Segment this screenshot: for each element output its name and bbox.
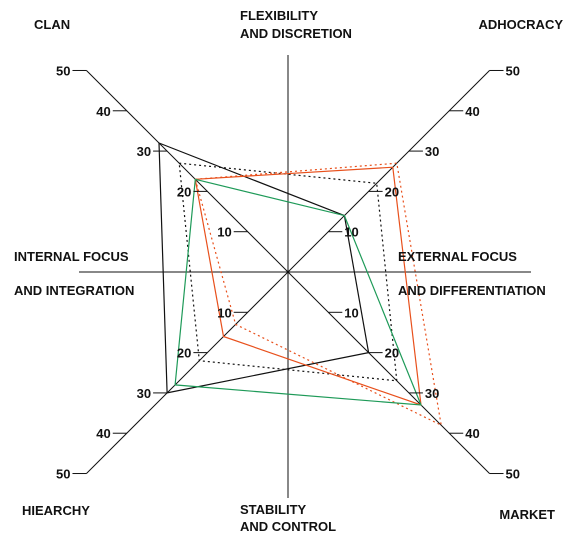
quadrant-left-line1: INTERNAL FOCUS bbox=[14, 249, 129, 264]
quadrant-top-line1: FLEXIBILITY bbox=[240, 8, 318, 23]
series-2-polygon bbox=[178, 162, 398, 382]
quadrant-bottom-line1: STABILITY bbox=[240, 502, 307, 517]
axis-label-clan: CLAN bbox=[34, 17, 70, 32]
axis-line-adhocracy-hiearchy bbox=[86, 70, 490, 474]
tick-label-market-50: 50 bbox=[506, 467, 520, 482]
series-layer bbox=[158, 142, 442, 427]
axis-label-adhocracy: ADHOCRACY bbox=[479, 17, 564, 32]
series-5-polygon bbox=[174, 178, 422, 406]
tick-label-clan-40: 40 bbox=[96, 104, 110, 119]
tick-label-market-30: 30 bbox=[425, 386, 439, 401]
tick-label-hiearchy-40: 40 bbox=[96, 426, 110, 441]
tick-label-hiearchy-30: 30 bbox=[137, 386, 151, 401]
axis-label-hiearchy: HIEARCHY bbox=[22, 503, 90, 518]
series-1-polygon bbox=[158, 142, 370, 394]
tick-label-market-10: 10 bbox=[344, 305, 358, 320]
ticks-layer: 10 10 10 10 20 20 20 20 30 30 30 30 40 40 40 40 50 50 50 50 bbox=[56, 63, 520, 481]
tick-label-adhocracy-50: 50 bbox=[506, 63, 520, 78]
axis-label-market: MARKET bbox=[499, 507, 555, 522]
quadrant-labels: FLEXIBILITY AND DISCRETION STABILITY AND… bbox=[14, 8, 546, 533]
quadrant-right-line1: EXTERNAL FOCUS bbox=[398, 249, 517, 264]
tick-label-market-20: 20 bbox=[385, 346, 399, 361]
quadrant-bottom-line2: AND CONTROL bbox=[240, 519, 336, 533]
tick-label-hiearchy-10: 10 bbox=[217, 305, 231, 320]
tick-label-hiearchy-50: 50 bbox=[56, 467, 70, 482]
tick-label-market-40: 40 bbox=[465, 426, 479, 441]
tick-label-adhocracy-30: 30 bbox=[425, 144, 439, 159]
axis-labels: CLAN ADHOCRACY MARKET HIEARCHY bbox=[22, 17, 563, 522]
tick-label-clan-20: 20 bbox=[177, 184, 191, 199]
quadrant-left-line2: AND INTEGRATION bbox=[14, 283, 134, 298]
tick-label-hiearchy-20: 20 bbox=[177, 346, 191, 361]
tick-label-adhocracy-40: 40 bbox=[465, 104, 479, 119]
tick-label-clan-30: 30 bbox=[137, 144, 151, 159]
tick-label-adhocracy-20: 20 bbox=[385, 184, 399, 199]
quadrant-top-line2: AND DISCRETION bbox=[240, 26, 352, 41]
quadrant-right-line2: AND DIFFERENTIATION bbox=[398, 283, 546, 298]
axes-layer bbox=[79, 55, 531, 498]
tick-label-adhocracy-10: 10 bbox=[344, 225, 358, 240]
tick-label-clan-10: 10 bbox=[217, 225, 231, 240]
tick-label-clan-50: 50 bbox=[56, 63, 70, 78]
